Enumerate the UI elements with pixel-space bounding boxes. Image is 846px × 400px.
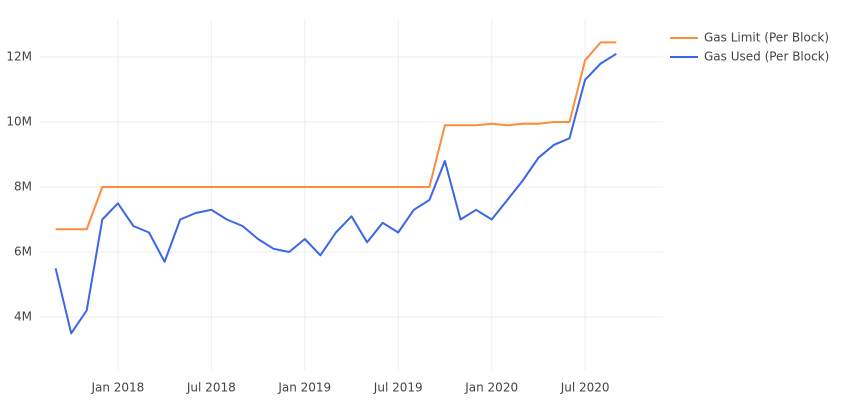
x-tick-label: Jul 2018 bbox=[186, 381, 236, 395]
y-tick-label: 4M bbox=[14, 310, 32, 324]
y-tick-label: 12M bbox=[6, 50, 32, 64]
line-series bbox=[55, 41, 617, 231]
line-series bbox=[54, 52, 617, 335]
x-tick-label: Jul 2020 bbox=[560, 381, 610, 395]
y-tick-label: 6M bbox=[14, 245, 32, 259]
y-tick-label: 8M bbox=[14, 180, 32, 194]
legend-label: Gas Limit (Per Block) bbox=[704, 31, 829, 45]
x-tick-label: Jan 2020 bbox=[464, 381, 518, 395]
x-tick-label: Jan 2018 bbox=[90, 381, 144, 395]
legend-label: Gas Used (Per Block) bbox=[704, 50, 829, 64]
y-tick-label: 10M bbox=[6, 115, 32, 129]
x-tick-label: Jan 2019 bbox=[277, 381, 331, 395]
x-tick-label: Jul 2019 bbox=[373, 381, 423, 395]
